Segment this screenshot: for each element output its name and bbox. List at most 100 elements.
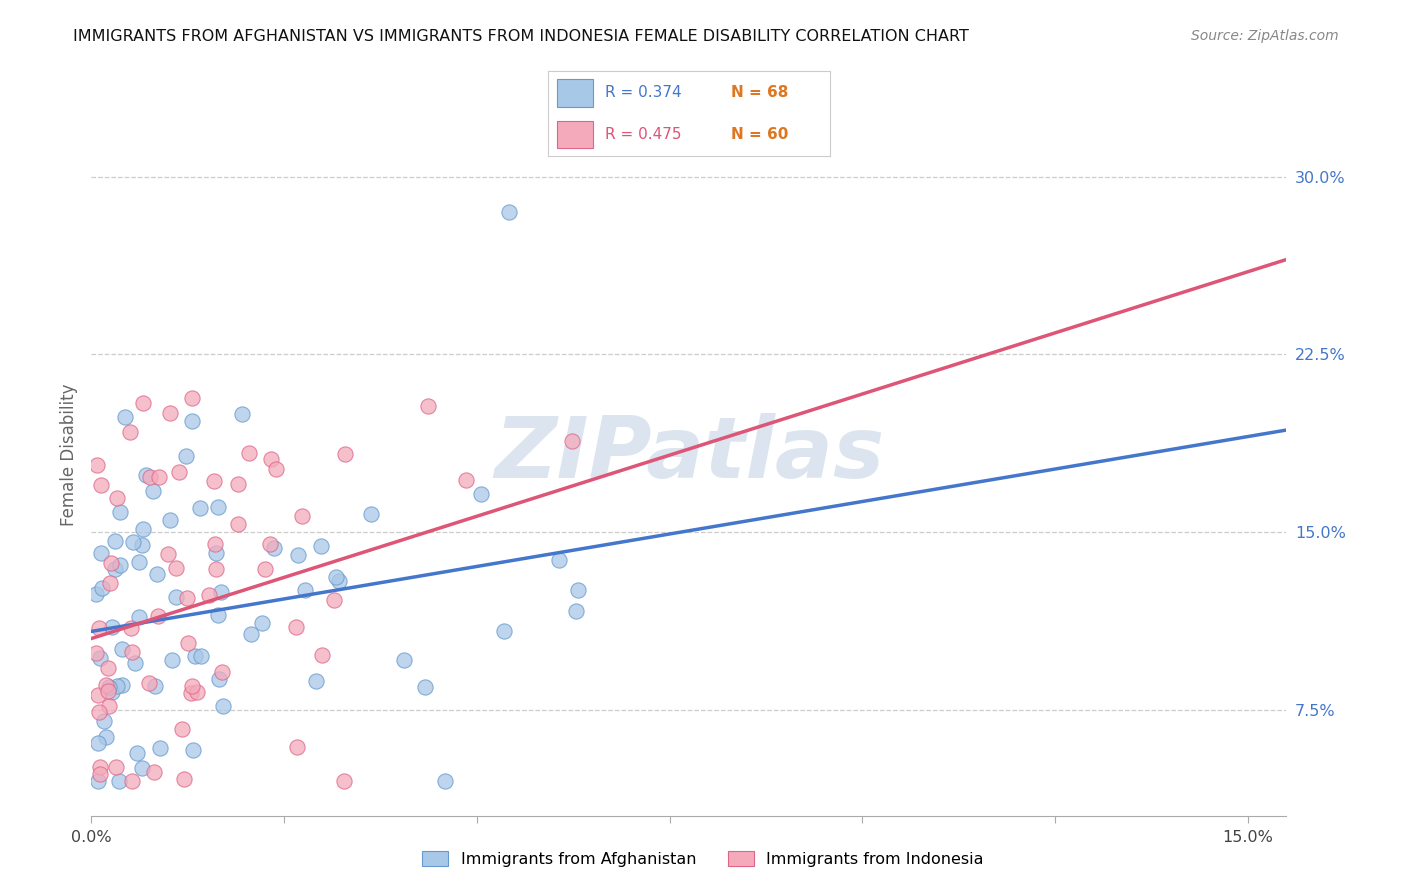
Point — [567, 583, 589, 598]
Point — [114, 410, 136, 425]
Point — [105, 491, 128, 505]
Point — [207, 607, 229, 622]
Point — [149, 741, 172, 756]
Point — [291, 508, 314, 523]
Point — [209, 585, 232, 599]
Point — [294, 583, 316, 598]
Point — [285, 740, 308, 755]
Point — [454, 473, 477, 487]
Point — [328, 574, 350, 588]
Point — [190, 648, 212, 663]
Point — [143, 679, 166, 693]
Point — [87, 621, 110, 635]
Point — [143, 764, 166, 779]
Point — [240, 626, 263, 640]
Point — [122, 534, 145, 549]
Point — [565, 604, 588, 618]
Point — [87, 688, 110, 702]
Point — [132, 523, 155, 537]
Point — [108, 505, 131, 519]
Point — [167, 465, 190, 479]
Point — [128, 610, 150, 624]
Point — [253, 562, 276, 576]
FancyBboxPatch shape — [557, 120, 593, 148]
Text: N = 68: N = 68 — [731, 86, 789, 101]
Point — [93, 714, 115, 729]
Point — [118, 425, 141, 439]
Point — [309, 539, 332, 553]
Point — [418, 399, 440, 413]
Point — [226, 517, 249, 532]
Point — [87, 773, 110, 788]
Point — [165, 591, 187, 605]
Point — [284, 620, 307, 634]
Point — [181, 743, 204, 757]
Point — [183, 648, 205, 663]
Point — [226, 477, 249, 491]
Point — [148, 469, 170, 483]
Point — [111, 678, 134, 692]
Text: Source: ZipAtlas.com: Source: ZipAtlas.com — [1191, 29, 1339, 43]
Point — [111, 641, 134, 656]
Point — [101, 685, 124, 699]
Point — [84, 587, 107, 601]
Point — [142, 483, 165, 498]
Point — [159, 406, 181, 420]
Point — [205, 562, 228, 576]
Point — [180, 685, 202, 699]
Point — [94, 678, 117, 692]
Text: R = 0.475: R = 0.475 — [605, 127, 681, 142]
Point — [89, 705, 111, 719]
Point — [174, 449, 197, 463]
Point — [97, 661, 120, 675]
Point — [264, 462, 287, 476]
Point — [180, 414, 202, 428]
Point — [138, 676, 160, 690]
Point — [360, 508, 382, 522]
Point — [156, 547, 179, 561]
Point — [98, 680, 121, 694]
Point — [186, 684, 208, 698]
Point — [287, 549, 309, 563]
Point — [181, 680, 204, 694]
Point — [121, 645, 143, 659]
Point — [120, 621, 142, 635]
Point — [104, 534, 127, 549]
Point — [333, 446, 356, 460]
Point — [121, 773, 143, 788]
Point — [87, 736, 110, 750]
Point — [138, 469, 160, 483]
Point — [231, 407, 253, 421]
Point — [127, 746, 149, 760]
Point — [100, 556, 122, 570]
Point — [188, 500, 211, 515]
Point — [89, 767, 111, 781]
Legend: Immigrants from Afghanistan, Immigrants from Indonesia: Immigrants from Afghanistan, Immigrants … — [416, 845, 990, 873]
Point — [90, 546, 112, 560]
Point — [325, 570, 347, 584]
Point — [89, 651, 111, 665]
Y-axis label: Female Disability: Female Disability — [59, 384, 77, 526]
Point — [173, 772, 195, 786]
Point — [211, 698, 233, 713]
Point — [108, 773, 131, 788]
Point — [131, 538, 153, 552]
Point — [494, 624, 516, 638]
Point — [263, 541, 285, 556]
Point — [211, 665, 233, 679]
Point — [305, 673, 328, 688]
Point — [434, 773, 457, 788]
Point — [98, 575, 121, 590]
FancyBboxPatch shape — [557, 79, 593, 107]
Point — [108, 558, 131, 572]
Point — [131, 761, 153, 775]
Point — [561, 434, 583, 448]
Point — [172, 722, 194, 736]
Point — [498, 204, 520, 219]
Point — [104, 759, 127, 773]
Text: ZIPatlas: ZIPatlas — [494, 413, 884, 497]
Point — [159, 513, 181, 527]
Point — [146, 608, 169, 623]
Point — [260, 452, 283, 467]
Point — [259, 537, 281, 551]
